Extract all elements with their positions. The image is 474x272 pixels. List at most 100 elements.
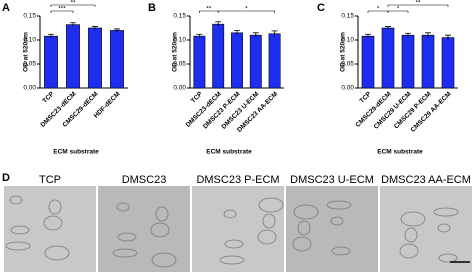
x-axis-label: ECM substrate [206, 149, 252, 156]
cell [400, 211, 426, 227]
bar [381, 27, 395, 89]
y-tick-label: 0.10 [173, 37, 186, 44]
micrograph [192, 186, 284, 272]
bar [193, 35, 206, 89]
bar [231, 32, 243, 89]
cell [404, 227, 418, 243]
cell [292, 236, 312, 252]
cell [297, 220, 311, 236]
bar [249, 34, 262, 89]
bar [361, 35, 375, 89]
cell [10, 225, 30, 235]
error-bar [48, 33, 54, 39]
significance-bracket [387, 4, 449, 7]
error-bar [445, 34, 451, 40]
panel-label: C [317, 2, 325, 14]
cell [43, 215, 63, 231]
cell [433, 207, 459, 217]
cell [117, 232, 137, 242]
cell [9, 195, 23, 205]
error-bar [92, 26, 98, 30]
cell [293, 204, 319, 220]
significance-label: * [245, 6, 248, 13]
image-label: TCP [39, 174, 61, 186]
cell [5, 241, 31, 251]
cell [438, 253, 458, 263]
micrograph [286, 186, 378, 272]
panel-label: A [2, 2, 10, 14]
error-bar [425, 32, 431, 38]
cell [151, 252, 177, 268]
error-bar [196, 33, 203, 39]
micrograph [380, 186, 472, 272]
cell [112, 248, 138, 258]
significance-bracket [50, 10, 74, 13]
y-tick-label: 0.15 [23, 13, 36, 20]
x-tick-label: TCP [190, 90, 205, 105]
x-axis-label: ECM substrate [377, 149, 423, 156]
bar [88, 27, 102, 89]
cell [258, 197, 284, 213]
bar [110, 30, 124, 89]
image-label: DMSC23 [122, 174, 167, 186]
bar [212, 23, 225, 89]
image-label: DMSC23 P-ECM [196, 174, 279, 186]
significance-label: * [397, 6, 400, 13]
image-label: DMSC23 AA-ECM [381, 174, 471, 186]
micrograph [4, 186, 96, 272]
error-bar [365, 33, 371, 39]
y-axis-label: OD at 520nm [172, 32, 179, 72]
y-axis-label: OD at 520nm [340, 32, 347, 72]
x-tick-label: CMSC29-dECM [354, 91, 392, 129]
bar [441, 37, 455, 89]
micrograph-row: TCP DMSC23 DMSC23 P-ECM DMSC23 U-ECM DMSC23 … [4, 174, 472, 272]
significance-label: * [377, 6, 380, 13]
significance-bracket [217, 10, 275, 13]
cell [48, 199, 62, 215]
cell [437, 223, 451, 233]
bar [401, 34, 415, 89]
error-bar [215, 21, 222, 27]
bar [66, 24, 80, 89]
bar [268, 33, 281, 89]
error-bar [385, 26, 391, 30]
significance-label: ** [70, 0, 76, 7]
x-tick-label: TCP [41, 90, 56, 105]
cell [44, 245, 70, 261]
y-tick-label: 0.15 [341, 13, 354, 20]
micrograph [98, 186, 190, 272]
bar [421, 34, 435, 89]
y-tick-label: 0.10 [341, 37, 354, 44]
panel-label: D [2, 172, 10, 184]
x-axis-label: ECM substrate [53, 149, 99, 156]
cell [331, 246, 351, 256]
significance-label: ** [415, 0, 421, 7]
cell [155, 206, 169, 222]
y-tick-label: 0.05 [341, 61, 354, 68]
error-bar [234, 30, 240, 36]
cell [262, 213, 276, 229]
panel-label: B [148, 2, 156, 14]
image-label: DMSC23 U-ECM [290, 174, 374, 186]
cell [399, 243, 419, 259]
cell [330, 216, 344, 226]
y-tick-label: 0.15 [173, 13, 186, 20]
cell [224, 239, 244, 249]
significance-label: ** [206, 6, 212, 13]
error-bar [271, 30, 278, 37]
y-tick-label: 0.05 [23, 61, 36, 68]
y-tick-label: 0.00 [173, 85, 186, 92]
error-bar [114, 28, 120, 32]
y-tick-label: 0.00 [341, 85, 354, 92]
cell [257, 229, 277, 245]
bar [44, 35, 58, 89]
cell [116, 202, 130, 212]
cell [223, 209, 237, 219]
error-bar [70, 22, 76, 27]
cell [150, 222, 170, 238]
y-tick-label: 0.05 [173, 61, 186, 68]
cell [326, 200, 352, 210]
error-bar [252, 32, 259, 38]
error-bar [405, 32, 411, 38]
